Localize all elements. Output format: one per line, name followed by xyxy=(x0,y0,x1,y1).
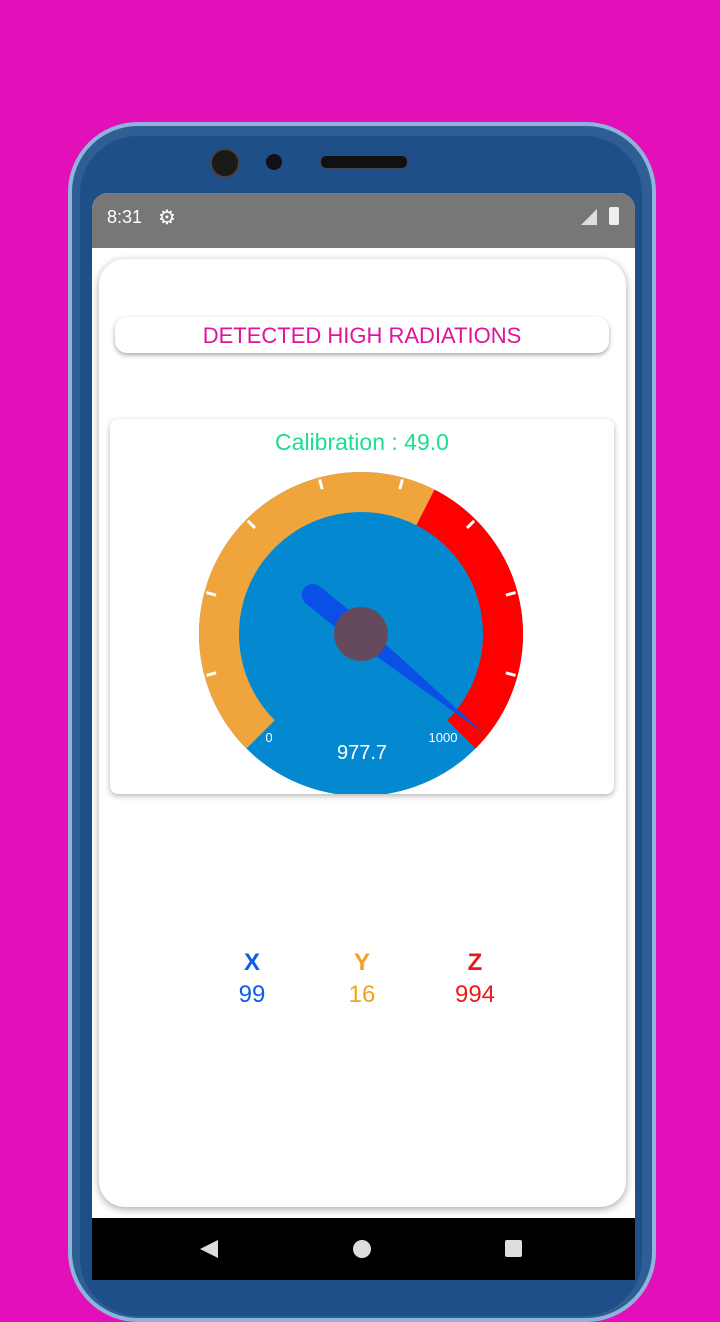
battery-charging-icon xyxy=(609,207,619,225)
alert-banner: DETECTED HIGH RADIATIONS xyxy=(115,317,609,353)
axis-z-value: 994 xyxy=(454,981,496,1008)
recents-icon[interactable] xyxy=(505,1240,522,1257)
gauge-tick xyxy=(466,519,476,529)
gauge: 0 1000 977.7 xyxy=(199,472,523,794)
needle-hub xyxy=(334,607,388,661)
gauge-tick xyxy=(318,479,324,490)
gauge-danger-arc xyxy=(415,489,523,749)
axis-x-value: 99 xyxy=(238,981,266,1008)
gauge-tick xyxy=(246,519,256,529)
axis-z-label: Z xyxy=(467,949,483,976)
calibration-label: Calibration : 49.0 xyxy=(275,429,449,455)
speaker xyxy=(320,155,408,169)
axis-z: Z 994 xyxy=(425,949,525,1009)
gauge-tick xyxy=(206,591,217,597)
axis-y: Y 16 xyxy=(312,949,412,1009)
signal-off-icon xyxy=(581,209,597,225)
main-card: DETECTED HIGH RADIATIONS Calibration : 4… xyxy=(99,259,626,1207)
gauge-tick xyxy=(206,671,217,677)
axis-y-value: 16 xyxy=(348,981,376,1008)
gauge-normal-arc xyxy=(199,472,435,749)
gauge-max-label: 1000 xyxy=(429,730,458,745)
gauge-needle xyxy=(355,627,484,734)
axis-y-label: Y xyxy=(353,949,370,976)
axis-x-label: X xyxy=(243,949,260,976)
status-bar: 8:31 ⚙ xyxy=(92,193,635,248)
gauge-card: Calibration : 49.0 0 1000 977.7 xyxy=(110,419,614,794)
gauge-min-label: 0 xyxy=(265,730,272,745)
gear-icon: ⚙ xyxy=(158,207,176,229)
back-icon[interactable] xyxy=(200,1240,218,1258)
screen: 8:31 ⚙ DETECTED HIGH RADIATIONS Calibrat… xyxy=(92,193,635,1280)
status-time: 8:31 xyxy=(107,207,143,227)
camera xyxy=(210,148,240,178)
home-icon[interactable] xyxy=(353,1240,371,1258)
gauge-tick xyxy=(398,479,404,490)
navigation-bar xyxy=(92,1218,635,1280)
gauge-tick xyxy=(505,591,516,597)
axis-x: X 99 xyxy=(202,949,302,1009)
sensor xyxy=(266,154,282,170)
gauge-tick xyxy=(505,671,516,677)
gauge-value: 977.7 xyxy=(337,742,387,764)
